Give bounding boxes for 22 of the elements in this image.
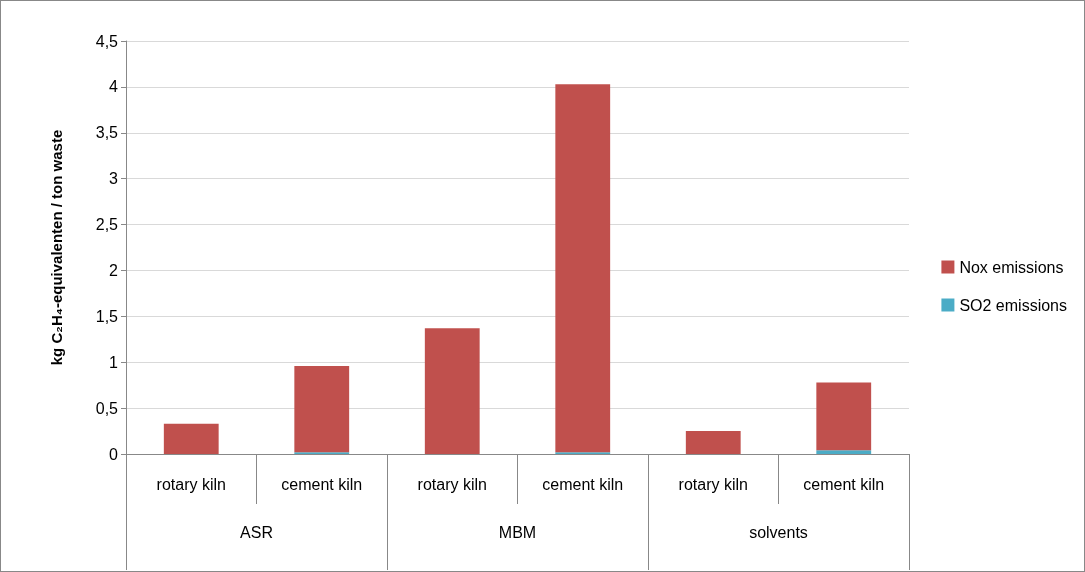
legend-label: SO2 emissions [959,296,1067,314]
y-tick-label: 2 [109,261,119,279]
text: ASR [240,523,273,541]
x-tick-label: rotary kiln [156,475,226,493]
x-tick-label: rotary kiln [417,475,487,493]
x-tick-label: cement kiln [542,475,624,493]
x-tick-label: rotary kiln [678,475,748,493]
y-axis-title: kg C₂H₄-equivalenten / ton waste [48,129,65,366]
y-tick-label: 1,5 [95,307,119,325]
y-tick-label: 4 [109,78,119,96]
y-tick-label: 1 [109,353,119,371]
y-tick-label: 3 [109,170,119,188]
x-tick-label: cement kiln [803,475,885,493]
y-tick-label: 3,5 [95,124,119,142]
legend-label: Nox emissions [959,258,1064,276]
y-tick-label: 0,5 [95,399,119,417]
x-tick-label: cement kiln [281,475,363,493]
y-tick-label: 4,5 [95,32,119,50]
y-tick-label: 0 [109,445,119,463]
text: MBM [498,523,537,541]
text: solvents [749,523,808,541]
y-tick-label: 2,5 [95,216,119,234]
